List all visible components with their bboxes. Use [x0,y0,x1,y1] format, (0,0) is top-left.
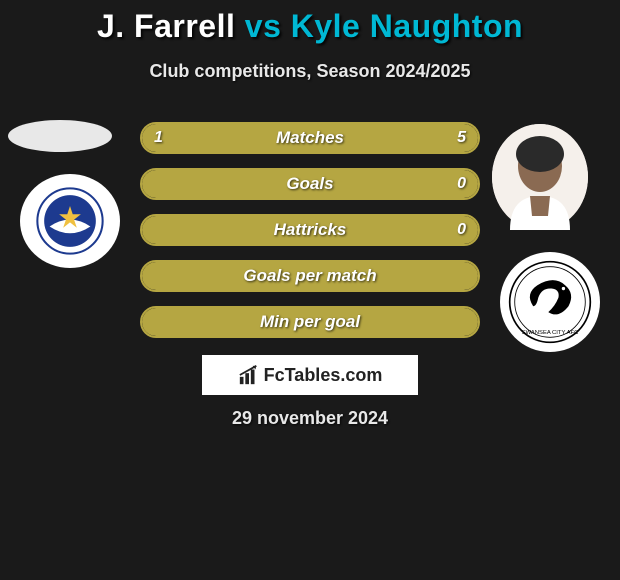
page-title: J. Farrell vs Kyle Naughton [0,0,620,45]
stat-label: Goals [142,170,478,198]
stats-container: 1 Matches 5 Goals 0 Hattricks 0 Goals pe… [140,122,480,352]
stat-label: Hattricks [142,216,478,244]
headshot-placeholder-icon [492,124,588,230]
stat-row-goals: Goals 0 [140,168,480,200]
stat-value-right: 0 [457,216,466,244]
player2-club-badge: SWANSEA CITY AFC [500,252,600,352]
stat-row-hattricks: Hattricks 0 [140,214,480,246]
chart-icon [238,364,260,386]
stat-value-right: 0 [457,170,466,198]
player1-name: J. Farrell [97,8,235,44]
portsmouth-badge-icon [36,187,104,255]
vs-label: vs [245,8,282,44]
player2-avatar [492,124,588,230]
stat-label: Goals per match [142,262,478,290]
stat-label: Min per goal [142,308,478,336]
player2-name: Kyle Naughton [291,8,523,44]
subtitle: Club competitions, Season 2024/2025 [0,61,620,82]
stat-row-matches: 1 Matches 5 [140,122,480,154]
stat-row-min-per-goal: Min per goal [140,306,480,338]
stat-value-right: 5 [457,124,466,152]
date-label: 29 november 2024 [0,408,620,429]
brand-watermark: FcTables.com [202,355,418,395]
player1-avatar [8,120,112,152]
player1-club-badge [20,174,120,268]
swansea-badge-icon: SWANSEA CITY AFC [508,260,592,344]
svg-text:SWANSEA CITY AFC: SWANSEA CITY AFC [522,330,579,336]
brand-text: FcTables.com [264,365,383,386]
stat-label: Matches [142,124,478,152]
stat-row-goals-per-match: Goals per match [140,260,480,292]
